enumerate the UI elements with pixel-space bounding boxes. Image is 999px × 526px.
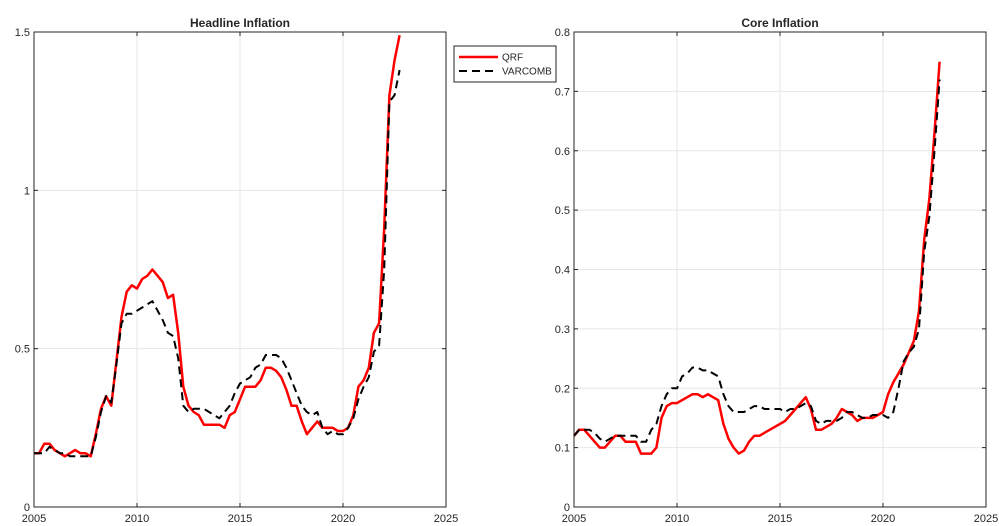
- chart-title: Core Inflation: [741, 16, 818, 30]
- y-tick-label: 0.5: [15, 344, 30, 356]
- x-tick-label: 2005: [22, 513, 46, 525]
- x-tick-label: 2015: [228, 513, 252, 525]
- y-tick-label: 0.5: [555, 205, 570, 217]
- chart-panel-2: 2005 2010 2015 2020 2025 0 0.1 0.2 0.3 0.4 0.5 0.6 0…: [555, 16, 999, 525]
- x-tick-label: 2025: [434, 513, 458, 525]
- legend-box: [453, 45, 557, 83]
- legend-label-qrf: QRF: [502, 53, 523, 64]
- legend-label-varcomb: VARCOMB: [502, 67, 552, 78]
- y-tick-label: 1: [24, 185, 30, 197]
- y-tick-label: 1.5: [15, 27, 30, 39]
- y-tick-label: 0.2: [555, 383, 570, 395]
- x-tick-label: 2025: [974, 513, 998, 525]
- x-tick-label: 2020: [331, 513, 355, 525]
- x-tick-label: 2010: [125, 513, 149, 525]
- y-tick-label: 0.8: [555, 27, 570, 39]
- y-tick-label: 0.3: [555, 324, 570, 336]
- x-tick-label: 2005: [562, 513, 586, 525]
- series-line-qrf: [573, 61, 941, 455]
- legend: QRF VARCOMB: [453, 45, 557, 83]
- series-line-varcomb: [34, 69, 401, 458]
- y-tick-label: 0.6: [555, 146, 570, 158]
- y-tick-label: 0.1: [555, 443, 570, 455]
- y-tick-label: 0.7: [555, 86, 570, 98]
- y-tick-label: 0.4: [555, 265, 570, 277]
- series-line-varcomb: [573, 79, 941, 443]
- x-tick-label: 2020: [871, 513, 895, 525]
- x-tick-label: 2010: [665, 513, 689, 525]
- x-tick-label: 2015: [768, 513, 792, 525]
- chart-panel-1: 2005 2010 2015 2020 2025 0 0.5 1 1.5 Headline Inf…: [15, 16, 459, 525]
- y-tick-label: 0: [564, 502, 570, 514]
- y-tick-label: 0: [24, 502, 30, 514]
- chart-title: Headline Inflation: [190, 16, 290, 30]
